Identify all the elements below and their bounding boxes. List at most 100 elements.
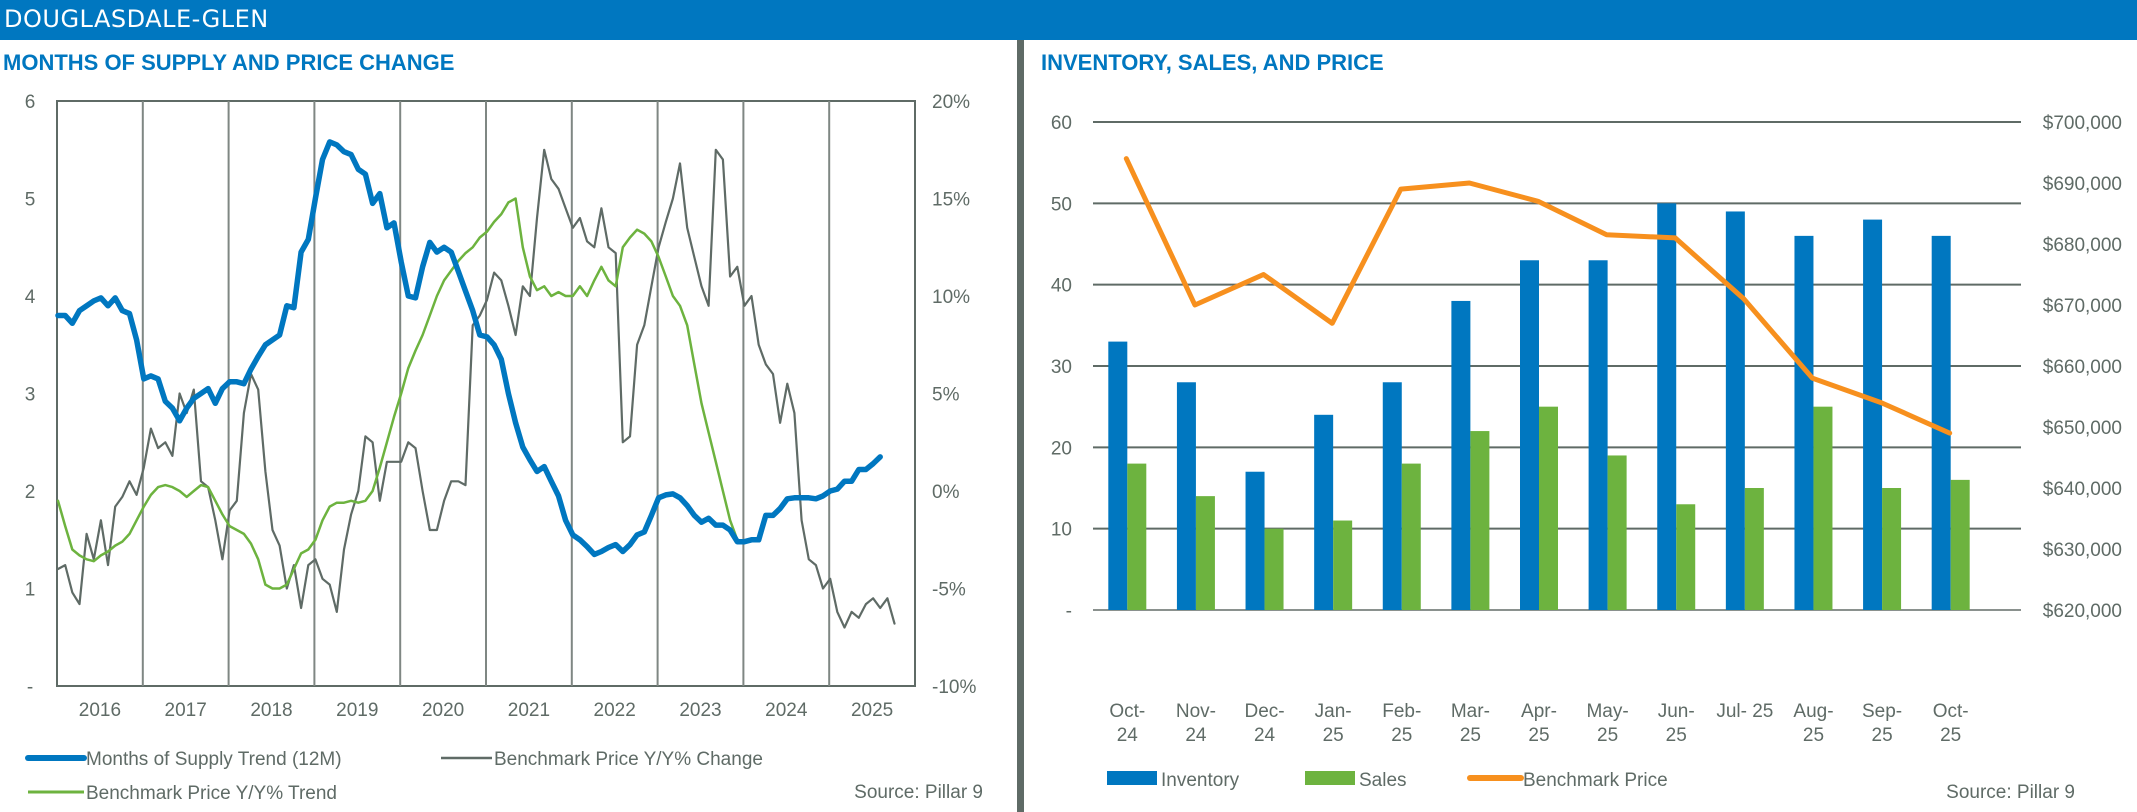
x-category-label-line1: Apr- <box>1521 701 1557 722</box>
x-category-label-line1: Aug- <box>1793 701 1833 722</box>
right-source-note: Source: Pillar 9 <box>1946 782 2075 803</box>
sales-bar <box>1744 488 1764 610</box>
y-left-tick-label: 4 <box>25 287 36 308</box>
right-y-left-tick-label: 50 <box>1051 194 1072 215</box>
left-source-note: Source: Pillar 9 <box>854 782 983 803</box>
left-chart-title: MONTHS OF SUPPLY AND PRICE CHANGE <box>3 50 455 75</box>
legend-label-sales: Sales <box>1359 770 1407 791</box>
right-y-left-tick-label: 20 <box>1051 438 1072 459</box>
right-y-right-tick-label: $680,000 <box>2043 235 2122 256</box>
x-category-label-line1: Sep- <box>1862 701 1902 722</box>
right-y-right-tick-label: $690,000 <box>2043 174 2122 195</box>
x-tick-label: 2024 <box>765 700 808 721</box>
right-y-right-tick-label: $660,000 <box>2043 357 2122 378</box>
y-right-tick-label: 20% <box>932 92 970 113</box>
right-y-right-tick-label: $670,000 <box>2043 296 2122 317</box>
yoy-change-line <box>56 148 896 629</box>
y-left-tick-label: 2 <box>25 482 36 503</box>
y-left-tick-label: - <box>27 677 33 698</box>
right-y-left-tick-label: 60 <box>1051 113 1072 134</box>
y-left-tick-label: 6 <box>25 92 36 113</box>
y-left-tick-label: 5 <box>25 190 36 211</box>
y-right-tick-label: 10% <box>932 287 970 308</box>
x-tick-label: 2020 <box>422 700 464 721</box>
x-tick-label: 2019 <box>336 700 378 721</box>
x-category-label-line2: 25 <box>1323 725 1344 746</box>
x-tick-label: 2021 <box>508 700 550 721</box>
inventory-bar <box>1520 260 1539 610</box>
y-right-tick-label: -5% <box>932 580 966 601</box>
legend-label-yoy-change: Benchmark Price Y/Y% Change <box>494 749 763 770</box>
benchmark-price-line <box>1123 156 1953 436</box>
x-tick-label: 2023 <box>679 700 721 721</box>
right-y-right-tick-label: $640,000 <box>2043 479 2122 500</box>
header-bar: DOUGLASDALE-GLEN <box>0 0 2137 40</box>
right-y-right-tick-label: $650,000 <box>2043 418 2122 439</box>
inventory-bar <box>1245 471 1265 610</box>
x-category-label-line1: Dec- <box>1244 701 1284 722</box>
legend-label-months-of-supply: Months of Supply Trend (12M) <box>86 749 342 770</box>
inventory-bar <box>1314 414 1334 610</box>
sales-bar <box>1539 406 1558 610</box>
y-left-tick-label: 3 <box>25 385 36 406</box>
legend-swatch-sales <box>1305 771 1355 785</box>
panel-divider <box>1017 40 1024 812</box>
inventory-bar <box>1382 382 1402 610</box>
legend-label-inventory: Inventory <box>1161 770 1240 791</box>
x-tick-label: 2016 <box>79 700 121 721</box>
sales-bar <box>1950 479 1970 610</box>
x-category-label-line1: Oct- <box>1933 701 1969 722</box>
inventory-bar <box>1863 219 1883 610</box>
community-title: DOUGLASDALE-GLEN <box>4 5 269 33</box>
y-right-tick-label: 0% <box>932 482 960 503</box>
months-of-supply-line <box>55 139 883 558</box>
x-category-label-line2: 25 <box>1528 725 1549 746</box>
sales-bar <box>1401 463 1421 610</box>
inventory-bar <box>1794 235 1814 610</box>
x-category-label-line2: 25 <box>1460 725 1481 746</box>
x-category-label-line2: 25 <box>1597 725 1618 746</box>
y-left-tick-label: 1 <box>25 580 36 601</box>
sales-bar <box>1333 520 1353 610</box>
yoy-trend-line <box>56 197 739 590</box>
x-category-label-line2: 25 <box>1872 725 1893 746</box>
sales-bar <box>1676 504 1696 610</box>
x-tick-label: 2017 <box>165 700 207 721</box>
sales-bar <box>1127 463 1147 610</box>
right-y-right-tick-label: $630,000 <box>2043 540 2122 561</box>
x-category-label-line1: Nov- <box>1176 701 1216 722</box>
x-category-label-line1: Oct- <box>1109 701 1145 722</box>
right-y-left-tick-label: 40 <box>1051 276 1072 297</box>
sales-bar <box>1195 496 1215 610</box>
sales-bar <box>1264 528 1284 610</box>
x-category-label-line2: 25 <box>1391 725 1412 746</box>
right-y-right-tick-label: $620,000 <box>2043 601 2122 622</box>
right-y-left-tick-label: - <box>1066 601 1072 622</box>
inventory-bar <box>1108 341 1128 610</box>
inventory-bar <box>1931 235 1951 610</box>
right-chart-title: INVENTORY, SALES, AND PRICE <box>1041 50 1384 75</box>
right-y-right-tick-label: $700,000 <box>2043 113 2122 134</box>
x-category-label-line2: 24 <box>1185 725 1207 746</box>
inventory-bar <box>1657 203 1677 611</box>
sales-bar <box>1813 406 1833 610</box>
right-y-left-tick-label: 30 <box>1051 357 1072 378</box>
x-category-label-line1: Jun- <box>1658 701 1695 722</box>
x-category-label-line2: 25 <box>1940 725 1961 746</box>
inventory-bar <box>1176 382 1196 610</box>
x-category-label-line1: May- <box>1586 701 1628 722</box>
x-category-label-line1: Feb- <box>1382 701 1421 722</box>
right-y-left-tick-label: 10 <box>1051 520 1072 541</box>
y-right-tick-label: 15% <box>932 190 970 211</box>
x-tick-label: 2025 <box>851 700 893 721</box>
x-tick-label: 2018 <box>250 700 292 721</box>
y-right-tick-label: 5% <box>932 385 960 406</box>
legend-swatch-inventory <box>1107 771 1157 785</box>
inventory-bar <box>1588 260 1608 610</box>
sales-bar <box>1607 455 1627 610</box>
sales-bar <box>1470 431 1490 610</box>
x-category-label-line1: Jul- 25 <box>1716 701 1773 722</box>
inventory-bar <box>1725 211 1745 610</box>
inventory-bar <box>1451 300 1471 610</box>
